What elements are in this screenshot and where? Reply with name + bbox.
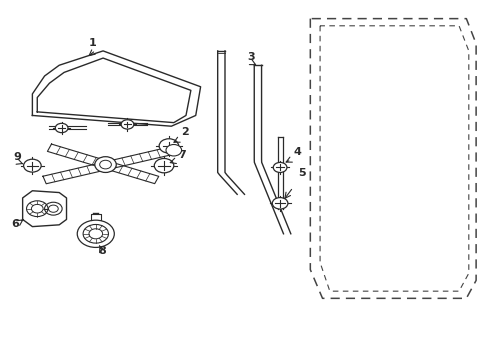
Text: 8: 8 xyxy=(98,246,106,256)
Circle shape xyxy=(273,162,286,172)
Circle shape xyxy=(272,198,287,209)
Circle shape xyxy=(154,158,173,173)
Circle shape xyxy=(121,120,134,129)
Text: 6: 6 xyxy=(11,219,19,229)
Text: 3: 3 xyxy=(246,52,254,62)
Circle shape xyxy=(159,139,178,153)
Text: 4: 4 xyxy=(293,147,301,157)
Text: 1: 1 xyxy=(88,37,96,48)
Text: 7: 7 xyxy=(178,150,186,160)
Circle shape xyxy=(55,123,68,133)
Circle shape xyxy=(95,157,116,172)
Circle shape xyxy=(23,159,41,172)
Text: 9: 9 xyxy=(13,152,20,162)
Text: 5: 5 xyxy=(298,168,305,179)
Circle shape xyxy=(165,144,181,156)
Text: 2: 2 xyxy=(181,127,188,137)
